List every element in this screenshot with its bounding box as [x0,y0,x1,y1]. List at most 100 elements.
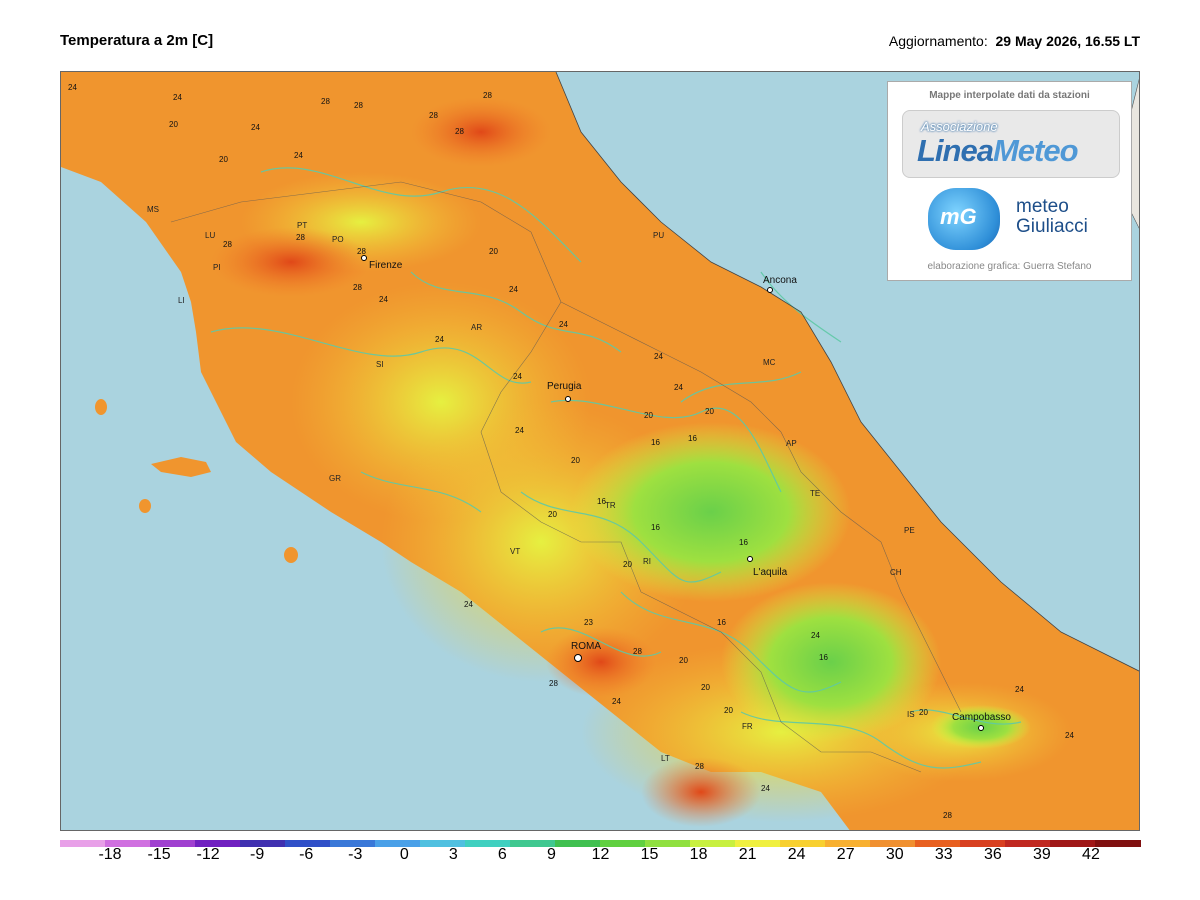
color-scale-tick: 27 [836,846,855,863]
update-timestamp: Aggiornamento: 29 May 2026, 16.55 LT [889,33,1140,49]
prov-gr: GR [329,474,341,483]
lineameteo-logo[interactable]: Associazione LineaMeteo [902,110,1120,178]
isotherm-label: 24 [509,285,518,294]
color-scale-segment [735,840,781,847]
city-marker-ancona [767,287,773,293]
isotherm-label: 24 [68,83,77,92]
color-scale-segment [600,840,646,847]
color-scale-tick: 6 [497,846,507,863]
adriatic-coastline [555,72,1139,672]
isotherm-label: 20 [644,411,653,420]
prov-pe: PE [904,526,915,535]
city-label-campobasso: Campobasso [952,712,1011,723]
city-markers: Firenze Ancona Perugia L'aquila ROMA Cam… [361,255,1011,731]
isotherm-label: 23 [584,618,593,627]
color-scale-segment [1005,840,1051,847]
prov-tr: TR [605,501,616,510]
prov-pu: PU [653,231,664,240]
prov-si: SI [376,360,384,369]
color-scale-tick: 18 [689,846,708,863]
prov-li: LI [178,296,185,305]
isotherm-label: 24 [251,123,260,132]
isotherm-label: 28 [223,240,232,249]
mg-icon-text: mG [940,204,977,229]
isotherm-label: 28 [455,127,464,136]
isotherm-label: 24 [379,295,388,304]
lineameteo-subtitle: Associazione [921,119,998,134]
hot-spot-florence-plain [211,227,371,297]
isotherm-label: 24 [674,383,683,392]
update-label: Aggiornamento: [888,33,988,49]
color-scale-tick: -12 [196,846,220,863]
update-value: 29 May 2026, 16.55 LT [995,33,1141,49]
prov-lt: LT [661,754,670,763]
color-scale-tick: 9 [546,846,556,863]
color-scale-segment [60,840,106,847]
prov-vt: VT [510,547,520,556]
color-scale-labels: -18 -15 -12 -9 -6 -3 0 3 6 9 12 15 18 21 24 27 30 33 36 39 4… [60,846,1140,866]
region-borders [170,181,962,773]
isotherm-label: 20 [919,708,928,717]
city-marker-perugia [565,396,571,402]
apennine-cool-zone [571,422,851,602]
isotherm-label: 24 [464,600,473,609]
isotherm-label: 16 [739,538,748,547]
color-scale-segment [870,840,916,847]
mg-line2: Giuliacci [1016,216,1088,237]
color-scale-tick: 0 [399,846,409,863]
city-marker-roma [574,654,582,662]
city-label-firenze: Firenze [369,260,403,271]
isotherm-label: 24 [1065,731,1074,740]
isotherm-label: 24 [435,335,444,344]
lineameteo-wordmark-b: Meteo [992,133,1079,168]
prov-is: IS [907,710,915,719]
color-scale-tick: 36 [983,846,1002,863]
isotherm-label: 16 [651,523,660,532]
color-scale-segment [150,840,196,847]
isotherm-label: 28 [354,101,363,110]
color-scale-segment [330,840,376,847]
color-scale-segment [915,840,961,847]
isotherm-label: 20 [705,407,714,416]
color-scale-segment [375,840,421,847]
isotherm-label: 24 [294,151,303,160]
isotherm-label: 28 [633,647,642,656]
island-gorgona [95,399,107,415]
color-scale-segment [195,840,241,847]
color-scale-tick: -18 [98,846,122,863]
isotherm-label: 24 [173,93,182,102]
map-title: Temperatura a 2m [C] [60,32,214,49]
isotherm-label: 20 [679,656,688,665]
color-scale-segment [825,840,871,847]
temperature-map[interactable]: Firenze Ancona Perugia L'aquila ROMA Cam… [60,71,1140,831]
color-scale-tick: 12 [591,846,610,863]
isotherm-label: 16 [717,618,726,627]
hot-spot-rome [546,627,656,697]
color-scale-segment [690,840,736,847]
city-label-perugia: Perugia [547,381,582,392]
province-labels: MS LU PT PO PI LI PU AR SI MC AP TE TR G… [147,205,915,763]
color-scale-tick: -3 [348,846,363,863]
color-scale-segment [1095,840,1141,847]
isotherm-label: 16 [651,438,660,447]
prov-pt: PT [297,221,307,230]
color-scale-tick: 30 [885,846,904,863]
logo-panel: Mappe interpolate dati da stazioni Assoc… [887,81,1132,281]
meteo-giuliacci-icon[interactable]: mG [928,188,1000,250]
island-elba [151,457,211,477]
meteo-giuliacci-wordmark[interactable]: meteo Giuliacci [1016,197,1088,237]
isotherm-label: 16 [688,434,697,443]
isotherm-label: 24 [612,697,621,706]
color-scale-tick: -15 [147,846,171,863]
isotherm-label: 20 [169,120,178,129]
isotherm-label: 20 [548,510,557,519]
isotherm-label: 20 [701,683,710,692]
isotherm-label: 24 [811,631,820,640]
city-marker-laquila [747,556,753,562]
isotherm-label: 20 [623,560,632,569]
color-scale-tick: 15 [640,846,659,863]
city-label-laquila: L'aquila [753,567,788,578]
prov-ar: AR [471,323,482,332]
isotherm-label: 20 [489,247,498,256]
prov-pi: PI [213,263,221,272]
